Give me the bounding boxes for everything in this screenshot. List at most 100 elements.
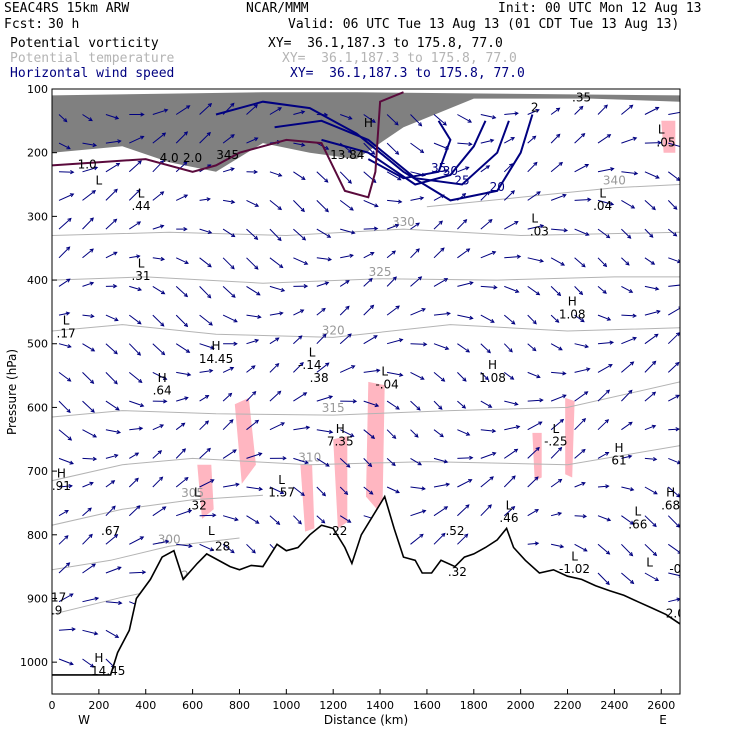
field-theta-xy: XY= 36.1,187.3 to 175.8, 77.0: [282, 51, 517, 66]
wind-vector-head-153: [491, 250, 497, 255]
pv-positive-region-6: [565, 397, 575, 478]
wind-vector-94: [363, 199, 378, 207]
wind-vector-head-142: [230, 265, 235, 270]
wind-vector-85: [152, 191, 164, 201]
annotation-18: 7.35: [327, 435, 354, 449]
wind-vector-117: [269, 228, 282, 241]
wind-vector-head-375: [629, 487, 635, 492]
wind-vector-head-200: [321, 307, 326, 312]
wind-vector-head-214: [656, 309, 661, 314]
wind-vector-head-321: [628, 421, 633, 426]
wind-vector-219: [128, 343, 141, 356]
y-axis-label: Pressure (hPa): [5, 349, 19, 435]
x-tick-label-0: 0: [49, 699, 56, 712]
wind-vector-head-348: [627, 454, 633, 459]
wind-vector-head-108: [67, 217, 72, 222]
wind-vector-head-166: [160, 290, 166, 295]
wind-vector-head-103: [587, 197, 592, 202]
wind-vector-296: [668, 394, 680, 402]
wind-vector-head-387: [275, 520, 281, 525]
wind-vector-head-45: [489, 138, 495, 143]
wind-vector-1: [82, 114, 93, 122]
wind-vector-head-120: [351, 230, 356, 235]
wind-vector-424: [58, 562, 70, 574]
wind-vector-319: [574, 418, 586, 431]
wind-vector-head-44: [468, 141, 473, 147]
wind-vector-287: [457, 400, 466, 409]
wind-vector-387: [269, 515, 280, 525]
wind-vector-head-124: [438, 220, 443, 225]
wind-vector-head-156: [560, 261, 566, 266]
y-tick-label-500: 500: [27, 338, 48, 351]
pv-positive-region-5: [532, 432, 542, 481]
wind-speed-contour-30: [321, 120, 487, 186]
wind-vector-234: [480, 343, 491, 353]
annotation-38: .32: [448, 565, 467, 579]
wind-vector-216: [58, 343, 71, 348]
wind-vector-64: [293, 171, 306, 180]
wind-vector-389: [316, 515, 325, 524]
wind-vector-head-235: [508, 348, 513, 353]
wind-vector-head-90: [277, 206, 283, 211]
wind-vector-273: [129, 400, 144, 407]
wind-vector-head-59: [183, 161, 188, 166]
wind-vector-head-337: [367, 462, 373, 468]
wind-vector-head-257: [399, 372, 404, 377]
wind-vector-head-398: [557, 511, 563, 516]
annotation-29: L: [506, 498, 513, 512]
annotation-49: 14.45: [91, 664, 125, 678]
wind-vector-head-417: [534, 541, 540, 546]
wind-vector-314: [457, 429, 470, 436]
y-tick-label-700: 700: [27, 465, 48, 478]
wind-vector-359: [246, 486, 263, 490]
wind-vector-head-208: [511, 320, 516, 325]
wind-vector-24: [621, 104, 633, 115]
wind-vector-head-115: [231, 233, 236, 238]
wind-vector-head-199: [299, 309, 305, 314]
wind-vector-head-213: [632, 313, 637, 318]
wind-vector-124: [433, 220, 443, 230]
wind-vector-218: [105, 343, 118, 355]
wind-vector-400: [597, 515, 611, 521]
wind-vector-235: [503, 343, 513, 353]
wind-vector-head-271: [90, 408, 95, 413]
wind-vector-head-357: [210, 479, 215, 484]
wind-vector-298: [82, 429, 97, 438]
wind-vector-head-340: [443, 459, 449, 464]
wind-vector-head-165: [137, 287, 142, 292]
wind-vector-head-154: [516, 254, 522, 259]
wind-vector-head-239: [609, 340, 615, 345]
wind-vector-head-62: [253, 169, 259, 175]
wind-vector-398: [550, 512, 562, 517]
wind-vector-21: [550, 107, 560, 115]
wind-vector-156: [550, 257, 565, 266]
wind-vector-head-301: [159, 424, 165, 429]
wind-vector-112: [152, 225, 164, 230]
pv-positive-region-4: [300, 464, 315, 532]
wind-vector-head-174: [345, 280, 350, 285]
wind-vector-352: [82, 482, 94, 488]
wind-vector-392: [410, 510, 426, 517]
wind-vector-50: [597, 134, 611, 144]
wind-vector-52: [644, 142, 661, 144]
wind-vector-318: [550, 419, 564, 431]
wind-vector-325: [82, 457, 97, 460]
wind-vector-head-87: [206, 197, 211, 202]
wind-vector-41: [386, 142, 399, 155]
wind-vector-252: [269, 363, 279, 373]
wind-vector-46: [504, 137, 515, 144]
wind-vector-head-352: [89, 481, 94, 486]
wind-vector-head-381: [136, 505, 141, 510]
wind-vector-head-19: [514, 111, 519, 116]
wind-vector-256: [363, 369, 380, 373]
annotation-41: L: [658, 123, 665, 137]
wind-vector-249: [199, 370, 213, 373]
wind-vector-308: [316, 429, 333, 433]
wind-vector-409: [176, 543, 192, 547]
wind-vector-head-220: [160, 351, 166, 356]
annotation-1: .44: [131, 199, 150, 213]
annotation-11: L: [381, 365, 388, 379]
wind-vector-head-182: [535, 291, 541, 296]
wind-vector-406: [105, 534, 118, 545]
wind-vector-head-16: [442, 121, 447, 126]
